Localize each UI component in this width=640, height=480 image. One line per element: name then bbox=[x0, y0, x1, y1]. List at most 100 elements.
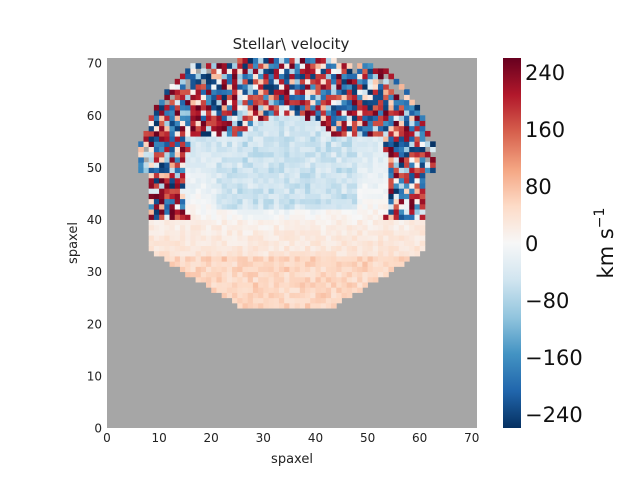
velocity-cell bbox=[414, 110, 421, 116]
velocity-cell bbox=[305, 229, 311, 236]
velocity-cell bbox=[153, 229, 160, 236]
velocity-cell bbox=[372, 266, 379, 273]
velocity-cell bbox=[404, 240, 410, 246]
velocity-cell bbox=[206, 151, 212, 158]
velocity-cell bbox=[252, 302, 259, 309]
velocity-cell bbox=[320, 89, 327, 95]
velocity-cell bbox=[351, 130, 358, 137]
velocity-cell bbox=[331, 172, 337, 179]
velocity-cell bbox=[294, 68, 301, 75]
velocity-cell bbox=[346, 99, 353, 106]
velocity-cell bbox=[195, 224, 202, 231]
velocity-cell bbox=[190, 177, 196, 184]
velocity-cell bbox=[169, 167, 176, 174]
velocity-cell bbox=[341, 188, 348, 194]
velocity-cell bbox=[372, 177, 379, 184]
velocity-cell bbox=[179, 219, 186, 226]
velocity-cell bbox=[179, 240, 186, 246]
velocity-cell bbox=[232, 188, 238, 194]
velocity-cell bbox=[169, 188, 176, 194]
velocity-cell bbox=[398, 157, 405, 163]
velocity-cell bbox=[331, 157, 337, 163]
velocity-cell bbox=[419, 240, 426, 246]
velocity-cell bbox=[206, 266, 212, 273]
velocity-cell bbox=[164, 94, 170, 101]
velocity-cell bbox=[357, 256, 363, 262]
velocity-cell bbox=[268, 188, 275, 194]
velocity-cell bbox=[200, 224, 207, 231]
velocity-cell bbox=[341, 73, 348, 80]
velocity-cell bbox=[221, 172, 228, 179]
velocity-cell bbox=[357, 125, 363, 132]
velocity-cell bbox=[325, 271, 332, 278]
velocity-cell bbox=[289, 276, 295, 283]
velocity-cell bbox=[263, 229, 269, 236]
velocity-cell bbox=[258, 250, 264, 257]
velocity-cell bbox=[377, 167, 384, 174]
velocity-cell bbox=[258, 224, 264, 231]
velocity-cell bbox=[237, 240, 243, 246]
velocity-cell bbox=[377, 73, 384, 80]
velocity-cell bbox=[383, 136, 389, 142]
velocity-cell bbox=[299, 68, 306, 75]
velocity-cell bbox=[362, 276, 368, 283]
velocity-cell bbox=[273, 224, 280, 231]
velocity-cell bbox=[273, 58, 280, 64]
velocity-cell bbox=[362, 240, 368, 246]
velocity-cell bbox=[179, 99, 186, 106]
velocity-cell bbox=[226, 256, 233, 262]
velocity-cell bbox=[179, 125, 186, 132]
velocity-cell bbox=[357, 63, 363, 69]
velocity-cell bbox=[278, 219, 285, 226]
velocity-cell bbox=[336, 235, 342, 241]
velocity-cell bbox=[414, 146, 421, 153]
velocity-cell bbox=[216, 183, 223, 189]
velocity-cell bbox=[273, 167, 280, 174]
velocity-cell bbox=[409, 146, 415, 153]
velocity-cell bbox=[242, 99, 249, 106]
velocity-cell bbox=[331, 104, 337, 111]
velocity-cell bbox=[383, 183, 389, 189]
velocity-cell bbox=[278, 193, 285, 200]
velocity-cell bbox=[232, 120, 238, 127]
velocity-cell bbox=[336, 203, 342, 210]
velocity-cell bbox=[252, 209, 259, 215]
velocity-cell bbox=[273, 136, 280, 142]
velocity-cell bbox=[237, 188, 243, 194]
velocity-cell bbox=[404, 214, 410, 220]
velocity-cell bbox=[383, 188, 389, 194]
velocity-cell bbox=[268, 177, 275, 184]
velocity-cell bbox=[383, 271, 389, 278]
velocity-cell bbox=[414, 120, 421, 127]
velocity-cell bbox=[174, 167, 181, 174]
velocity-cell bbox=[346, 240, 353, 246]
velocity-cell bbox=[200, 235, 207, 241]
velocity-cell bbox=[247, 104, 254, 111]
velocity-cell bbox=[377, 209, 384, 215]
velocity-cell bbox=[237, 198, 243, 205]
velocity-cell bbox=[325, 58, 332, 64]
velocity-cell bbox=[185, 104, 191, 111]
velocity-cell bbox=[278, 68, 285, 75]
velocity-cell bbox=[190, 266, 196, 273]
velocity-cell bbox=[206, 172, 212, 179]
velocity-cell bbox=[247, 224, 254, 231]
velocity-cell bbox=[278, 120, 285, 127]
velocity-cell bbox=[346, 177, 353, 184]
velocity-cell bbox=[351, 167, 358, 174]
velocity-cell bbox=[226, 261, 233, 267]
velocity-cell bbox=[252, 266, 259, 273]
velocity-cell bbox=[263, 224, 269, 231]
velocity-cell bbox=[179, 157, 186, 163]
velocity-cell bbox=[206, 104, 212, 111]
velocity-cell bbox=[252, 188, 259, 194]
velocity-cell bbox=[367, 245, 374, 252]
velocity-cell bbox=[367, 276, 374, 283]
velocity-cell bbox=[320, 120, 327, 127]
velocity-cell bbox=[242, 73, 249, 80]
velocity-cell bbox=[242, 89, 249, 95]
velocity-cell bbox=[388, 188, 395, 194]
velocity-cell bbox=[388, 245, 395, 252]
velocity-cell bbox=[273, 68, 280, 75]
velocity-cell bbox=[325, 172, 332, 179]
